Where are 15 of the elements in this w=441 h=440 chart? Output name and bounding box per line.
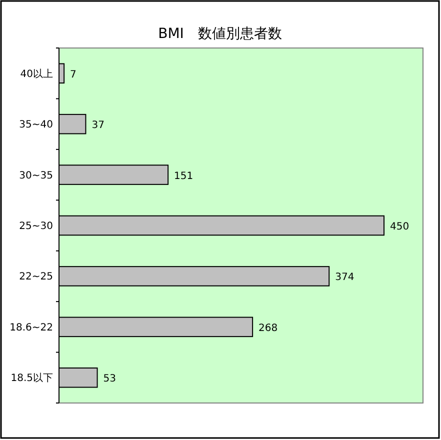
data-label: 151 <box>174 170 194 182</box>
data-label: 374 <box>335 272 354 284</box>
y-tick-label: 30~35 <box>19 170 53 182</box>
data-label: 450 <box>390 222 410 232</box>
y-tick-label: 25~30 <box>19 221 53 232</box>
y-tick-label: 40以上 <box>20 68 53 80</box>
y-tick-label: 18.6~22 <box>10 322 53 334</box>
chart-title: BMI 数値別患者数 <box>158 26 282 42</box>
data-label: 7 <box>70 69 76 80</box>
y-tick-label: 18.5以下 <box>10 372 53 384</box>
data-label: 53 <box>103 374 116 385</box>
data-label: 268 <box>258 322 278 334</box>
y-tick-label: 35~40 <box>19 120 53 131</box>
y-tick-label: 22~25 <box>19 272 53 283</box>
data-label: 37 <box>92 120 104 132</box>
